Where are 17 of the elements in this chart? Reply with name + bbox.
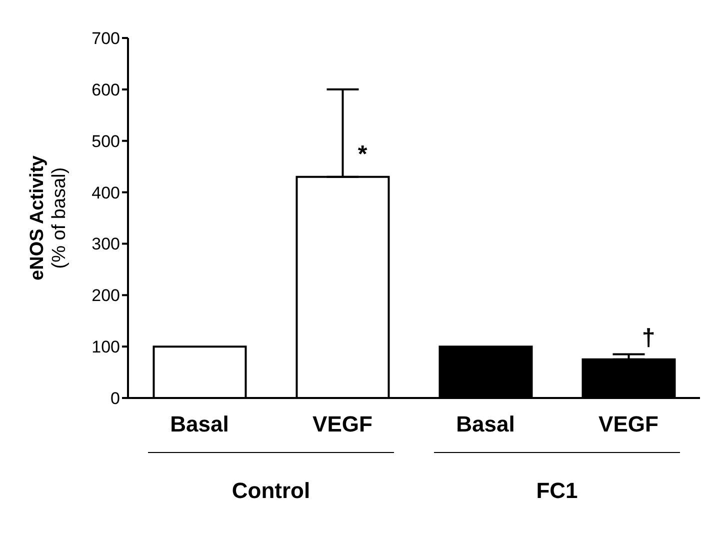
y-axis-title: eNOS Activity (% of basal) [27, 155, 70, 280]
annotation: * [358, 140, 368, 168]
x-tick-label: Basal [170, 412, 229, 437]
x-tick-label: Basal [456, 412, 515, 437]
y-tick-label: 400 [92, 183, 120, 202]
y-tick-label: 300 [92, 234, 120, 254]
y-tick-label: 200 [92, 286, 120, 306]
x-tick-label: VEGF [312, 412, 372, 437]
text: Control [230, 478, 312, 504]
y-tick-label: 600 [92, 80, 120, 100]
y-tick-label: 100 [92, 338, 120, 357]
text: FC1 [535, 478, 579, 504]
x-tick-label: VEGF [598, 412, 658, 437]
y-tick-label: 500 [92, 132, 120, 151]
y-tick-label: 0 [110, 389, 120, 408]
y-tick-label: 700 [92, 29, 120, 48]
annotation: † [642, 324, 656, 352]
